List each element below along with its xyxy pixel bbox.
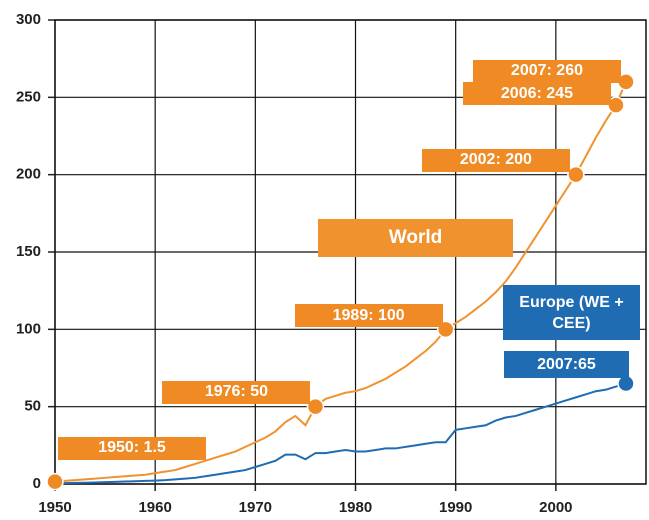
x-tick-label: 1960	[138, 499, 171, 516]
annotation-label: 2007:65	[503, 351, 629, 379]
annotation-label: 2007: 260	[472, 59, 621, 83]
annotation-label: 2006: 245	[462, 82, 611, 106]
y-tick-label: 300	[16, 11, 41, 28]
annotation-label: 2002: 200	[421, 148, 570, 172]
annotation-label: 1976: 50	[162, 380, 311, 404]
annotation-dot	[567, 165, 585, 184]
annotation-dot	[607, 96, 625, 114]
annotation-label: 1950: 1.5	[58, 436, 206, 460]
y-tick-label: 50	[24, 398, 41, 415]
plot-border	[54, 19, 647, 485]
series-label: Europe (WE + CEE)	[503, 285, 640, 340]
series-label: World	[318, 219, 513, 257]
annotation-label: 1989: 100	[294, 304, 443, 328]
y-tick-label: 200	[16, 166, 41, 183]
y-tick-label: 150	[16, 243, 41, 260]
y-tick-label: 100	[16, 320, 41, 337]
x-tick-label: 2000	[539, 499, 572, 516]
x-tick-label: 1950	[38, 499, 71, 516]
annotation-dot	[306, 397, 325, 416]
series-line	[54, 382, 627, 485]
series-line	[54, 81, 627, 483]
y-tick-label: 0	[33, 475, 41, 492]
x-tick-label: 1970	[239, 499, 272, 516]
x-tick-label: 1980	[339, 499, 372, 516]
y-tick-label: 250	[16, 88, 41, 105]
annotation-dot	[46, 472, 64, 491]
x-tick-label: 1990	[439, 499, 472, 516]
